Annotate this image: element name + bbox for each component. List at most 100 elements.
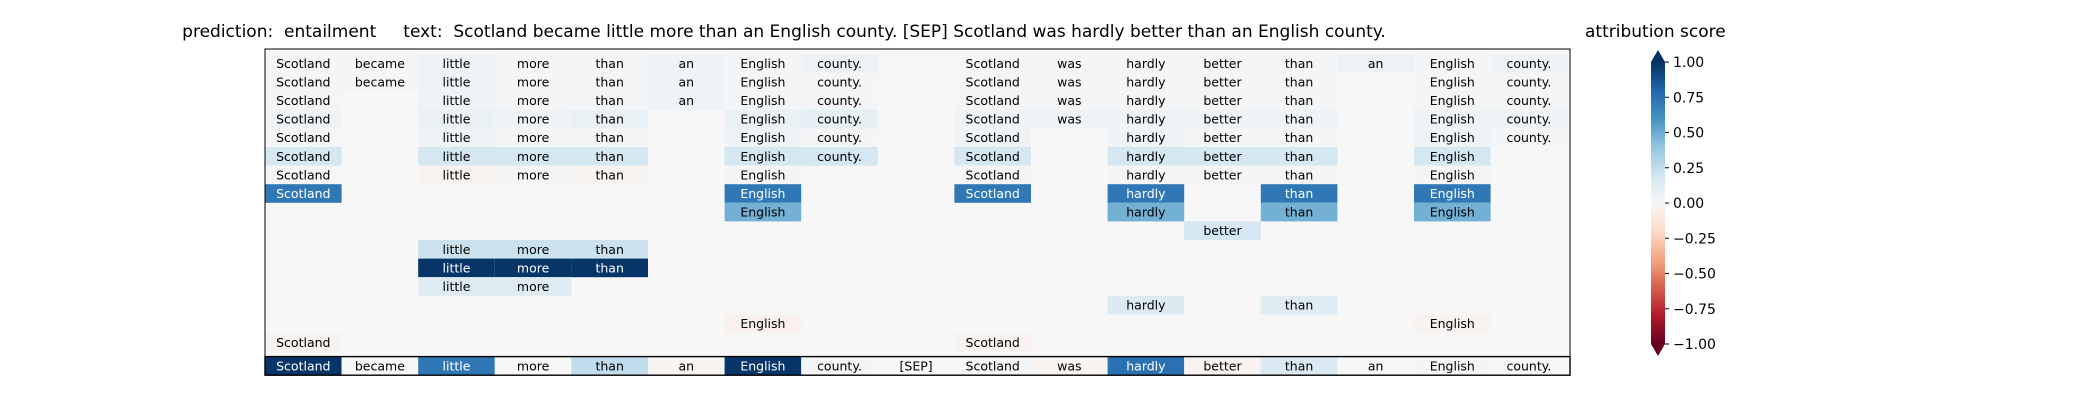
cell-fill <box>265 54 342 73</box>
cell-fill <box>954 356 1031 376</box>
heatmap-row-4: Scotland little more than English county. Scot… <box>265 128 1568 147</box>
cell-fill <box>1490 356 1568 376</box>
cell-fill <box>341 54 419 73</box>
cell-token: hardly <box>1126 298 1166 313</box>
row-10-cell-3: more <box>494 240 572 259</box>
cell-token: more <box>517 56 550 71</box>
heatmap-row-5: Scotland little more than English county. Scot… <box>265 147 1491 166</box>
cell-fill <box>418 356 495 376</box>
row-6-cell-2: little <box>418 165 495 185</box>
cell-fill <box>418 258 495 278</box>
colorbar-gradient <box>1651 62 1665 344</box>
row-8-cell-6: English <box>724 202 802 222</box>
row-4-cell-2: little <box>418 128 495 147</box>
cell-fill <box>1414 184 1491 203</box>
cell-token: Scotland <box>276 112 330 127</box>
row-13-cell-11: hardly <box>1107 295 1185 315</box>
row-1-cell-5: an <box>648 72 725 92</box>
row-1-cell-1: became <box>341 72 419 92</box>
row-2-cell-2: little <box>418 91 495 110</box>
cell-fill <box>1031 356 1108 376</box>
row-3-cell-11: hardly <box>1107 109 1185 129</box>
row-8-cell-11: hardly <box>1107 202 1185 222</box>
cell-token: little <box>443 242 471 257</box>
cell-token: than <box>1285 298 1313 313</box>
cell-fill <box>1031 72 1108 92</box>
cell-token: more <box>517 167 550 182</box>
row-5-cell-2: little <box>418 147 495 166</box>
cell-fill <box>265 91 342 110</box>
cell-token: English <box>1430 56 1475 71</box>
row-7-cell-6: English <box>724 184 802 203</box>
heatmap-row-6: Scotland little more than English Scotland har… <box>265 165 1491 185</box>
cell-fill <box>571 128 648 147</box>
cell-token: than <box>1285 74 1313 89</box>
aggregate-frame <box>264 355 1571 376</box>
cell-fill <box>954 165 1031 185</box>
cell-fill <box>724 314 802 333</box>
cell-fill <box>801 72 878 92</box>
row-2-cell-15: English <box>1414 91 1491 110</box>
colorbar-max-arrow <box>1651 50 1665 62</box>
cell-token: English <box>1430 186 1475 201</box>
cell-fill <box>1414 147 1491 166</box>
colorbar-tick-label: −0.75 <box>1673 302 1716 318</box>
row-12-cell-2: little <box>418 277 495 296</box>
cell-fill <box>265 356 342 376</box>
cell-token: English <box>1430 205 1475 220</box>
cell-token: more <box>517 242 550 257</box>
row-4-cell-0: Scotland <box>265 128 342 147</box>
cell-token: an <box>679 358 695 373</box>
cell-fill <box>571 72 648 92</box>
row-2-cell-10: was <box>1031 91 1108 110</box>
cell-token: than <box>1285 358 1313 373</box>
cell-fill <box>648 91 725 110</box>
cell-token: hardly <box>1126 130 1166 145</box>
row-13-cell-13: than <box>1260 295 1338 315</box>
cell-fill <box>265 165 342 185</box>
aggregate-cell-11: hardly <box>1107 356 1185 376</box>
cell-fill <box>418 91 495 110</box>
cell-token: English <box>1430 316 1475 331</box>
cell-fill <box>265 333 342 352</box>
cell-fill <box>1031 109 1108 129</box>
cell-fill <box>494 165 572 185</box>
row-5-cell-6: English <box>724 147 802 166</box>
row-0-cell-6: English <box>724 54 802 73</box>
cell-fill <box>1414 356 1491 376</box>
cell-fill <box>1184 147 1261 166</box>
row-11-cell-4: than <box>571 258 648 278</box>
cell-fill <box>418 72 495 92</box>
cell-token: Scotland <box>966 112 1020 127</box>
colorbar-min-arrow <box>1651 344 1665 356</box>
row-3-cell-0: Scotland <box>265 109 342 129</box>
cell-fill <box>1337 54 1414 73</box>
cell-token: an <box>1368 358 1384 373</box>
cell-fill <box>418 109 495 129</box>
cell-token: Scotland <box>966 74 1020 89</box>
cell-fill <box>265 128 342 147</box>
cell-token: than <box>1285 56 1313 71</box>
cell-fill <box>265 72 342 92</box>
cell-fill <box>1107 165 1185 185</box>
cell-fill <box>494 356 572 376</box>
row-0-cell-2: little <box>418 54 495 73</box>
plot-area: Scotland became little more than an English cou… <box>264 48 1571 358</box>
cell-token: better <box>1203 223 1242 238</box>
row-1-cell-4: than <box>571 72 648 92</box>
row-14-cell-6: English <box>724 314 802 333</box>
heatmap-row-3: Scotland little more than English county. Scot… <box>265 109 1568 129</box>
row-2-cell-16: county. <box>1490 91 1568 110</box>
row-2-cell-13: than <box>1260 91 1338 110</box>
row-1-cell-12: better <box>1184 72 1261 92</box>
cell-fill <box>801 356 878 376</box>
cell-fill <box>1184 72 1261 92</box>
cell-token: than <box>595 358 623 373</box>
aggregate-cell-1: became <box>341 356 419 376</box>
cell-fill <box>954 184 1031 203</box>
cell-token: English <box>1430 112 1475 127</box>
cell-fill <box>1260 128 1338 147</box>
chart-title: prediction: entailment text: Scotland be… <box>0 22 1568 42</box>
cell-token: county. <box>817 112 862 127</box>
cell-fill <box>418 277 495 296</box>
